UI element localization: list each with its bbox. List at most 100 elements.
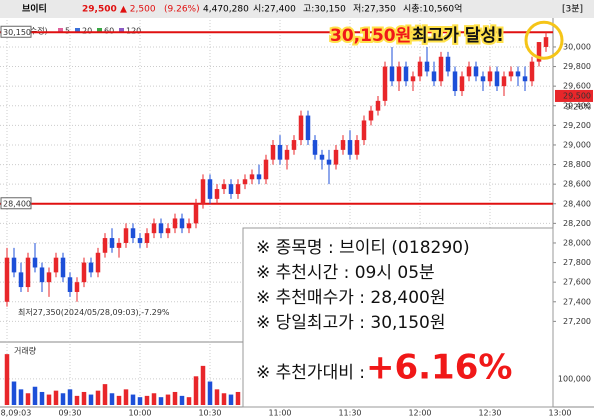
candle-body <box>165 228 171 234</box>
candle-body <box>263 159 269 180</box>
volume-bar <box>32 386 38 405</box>
candle-body <box>291 140 297 150</box>
period: [3분] <box>562 4 583 15</box>
candle-body <box>431 71 437 82</box>
candle-body <box>501 76 507 87</box>
info-compare-value: +6.16% <box>366 348 512 388</box>
candle-body <box>88 262 94 273</box>
y-tick-label: 29,200 <box>563 121 591 130</box>
price-line-label: 30,150 <box>3 28 31 37</box>
candle-body <box>74 282 80 292</box>
candle-body <box>522 76 528 82</box>
info-line: ※ 당일최고가 : 30,150원 <box>256 313 446 333</box>
candle-body <box>123 228 129 243</box>
volume-bar <box>74 395 80 405</box>
candle-body <box>39 267 45 283</box>
volume-bar <box>221 393 227 405</box>
volume-bar <box>179 395 185 405</box>
open: 시:27,400 <box>253 4 296 15</box>
y-tick-label: 28,200 <box>563 219 591 228</box>
candle-body <box>410 76 416 82</box>
volume-bar <box>109 393 115 405</box>
candle-body <box>459 76 465 92</box>
y-tick-label: 30,000 <box>563 42 591 51</box>
candle-body <box>536 42 542 62</box>
current-pct: 9.26% <box>566 102 592 111</box>
volume-bar <box>102 384 108 405</box>
candle-body <box>438 56 444 82</box>
candle-body <box>354 140 360 155</box>
info-box <box>242 227 554 408</box>
highlight-circle <box>524 20 564 60</box>
candle-body <box>361 120 367 141</box>
volume-bar <box>193 376 199 405</box>
price-line-tag <box>0 197 32 210</box>
volume-bar <box>67 389 73 405</box>
y-tick-label: 27,800 <box>563 258 591 267</box>
candle-body <box>249 174 255 180</box>
volume-bar <box>144 395 150 405</box>
change: ▲ 2,500 <box>120 5 156 15</box>
y-tick-label: 29,800 <box>563 62 591 71</box>
volume-bar <box>137 397 143 405</box>
legend-label: 5 <box>65 27 70 36</box>
candle-body <box>144 233 150 243</box>
high: 고:30,150 <box>303 5 346 15</box>
volume-bar <box>81 391 87 405</box>
candle-body <box>270 144 276 160</box>
y-tick-label: 28,600 <box>563 180 591 189</box>
candle-body <box>193 203 199 224</box>
candle-body <box>60 257 66 278</box>
volume-bar <box>4 354 10 405</box>
legend-label: 60 <box>104 27 114 36</box>
candle-body <box>81 262 87 283</box>
candle-body <box>207 179 213 199</box>
volume-bar <box>151 393 157 405</box>
volume-bar <box>18 389 24 405</box>
market-cap: 시총:10,560억 <box>403 3 462 15</box>
volume-bar <box>88 394 94 405</box>
candle-body <box>424 61 430 72</box>
candle-body <box>396 66 402 82</box>
candle-body <box>417 61 423 77</box>
candle-body <box>368 110 374 121</box>
x-tick-label: 10:00 <box>128 409 151 418</box>
y-tick-label: 27,200 <box>563 317 591 326</box>
info-line: ※ 추천시간 : 09시 05분 <box>256 263 435 283</box>
volume-bar <box>116 395 122 405</box>
candle-body <box>284 149 290 160</box>
candle-body <box>32 257 38 268</box>
x-tick-label: 10:30 <box>198 409 221 418</box>
candle-body <box>508 71 514 77</box>
header-bar <box>0 0 594 18</box>
candle-body <box>18 272 24 288</box>
candle-body <box>102 238 108 253</box>
legend-label: 20 <box>82 27 92 36</box>
change-pct: (9.26%) <box>164 5 200 15</box>
candle-body <box>109 238 115 248</box>
volume-bar <box>207 381 213 405</box>
candle-body <box>172 218 178 229</box>
volume-bar <box>158 397 164 405</box>
callout-price: 30,150원 <box>330 26 411 46</box>
candle-body <box>375 100 381 111</box>
candle-body <box>214 189 220 199</box>
legend-swatch <box>75 28 80 33</box>
candle-body <box>494 71 500 87</box>
candle-body <box>179 218 185 229</box>
price-line-label: 28,400 <box>3 199 31 208</box>
candle-body <box>11 257 17 273</box>
volume-bar <box>25 393 31 405</box>
overlay: ※ 종목명 : 브이티 (018290) ※ 추천시간 : 09시 05분 ※ … <box>242 227 554 408</box>
stock-name: 브이티 <box>22 3 47 15</box>
low: 저:27,350 <box>353 4 396 15</box>
candle-body <box>515 71 521 77</box>
candle-body <box>228 184 234 194</box>
candle-body <box>95 252 101 273</box>
candle-body <box>382 66 388 101</box>
volume-bar <box>130 394 136 405</box>
legend-swatch <box>97 28 102 33</box>
x-tick-label: 12:30 <box>478 409 501 418</box>
candle-body <box>200 179 206 204</box>
